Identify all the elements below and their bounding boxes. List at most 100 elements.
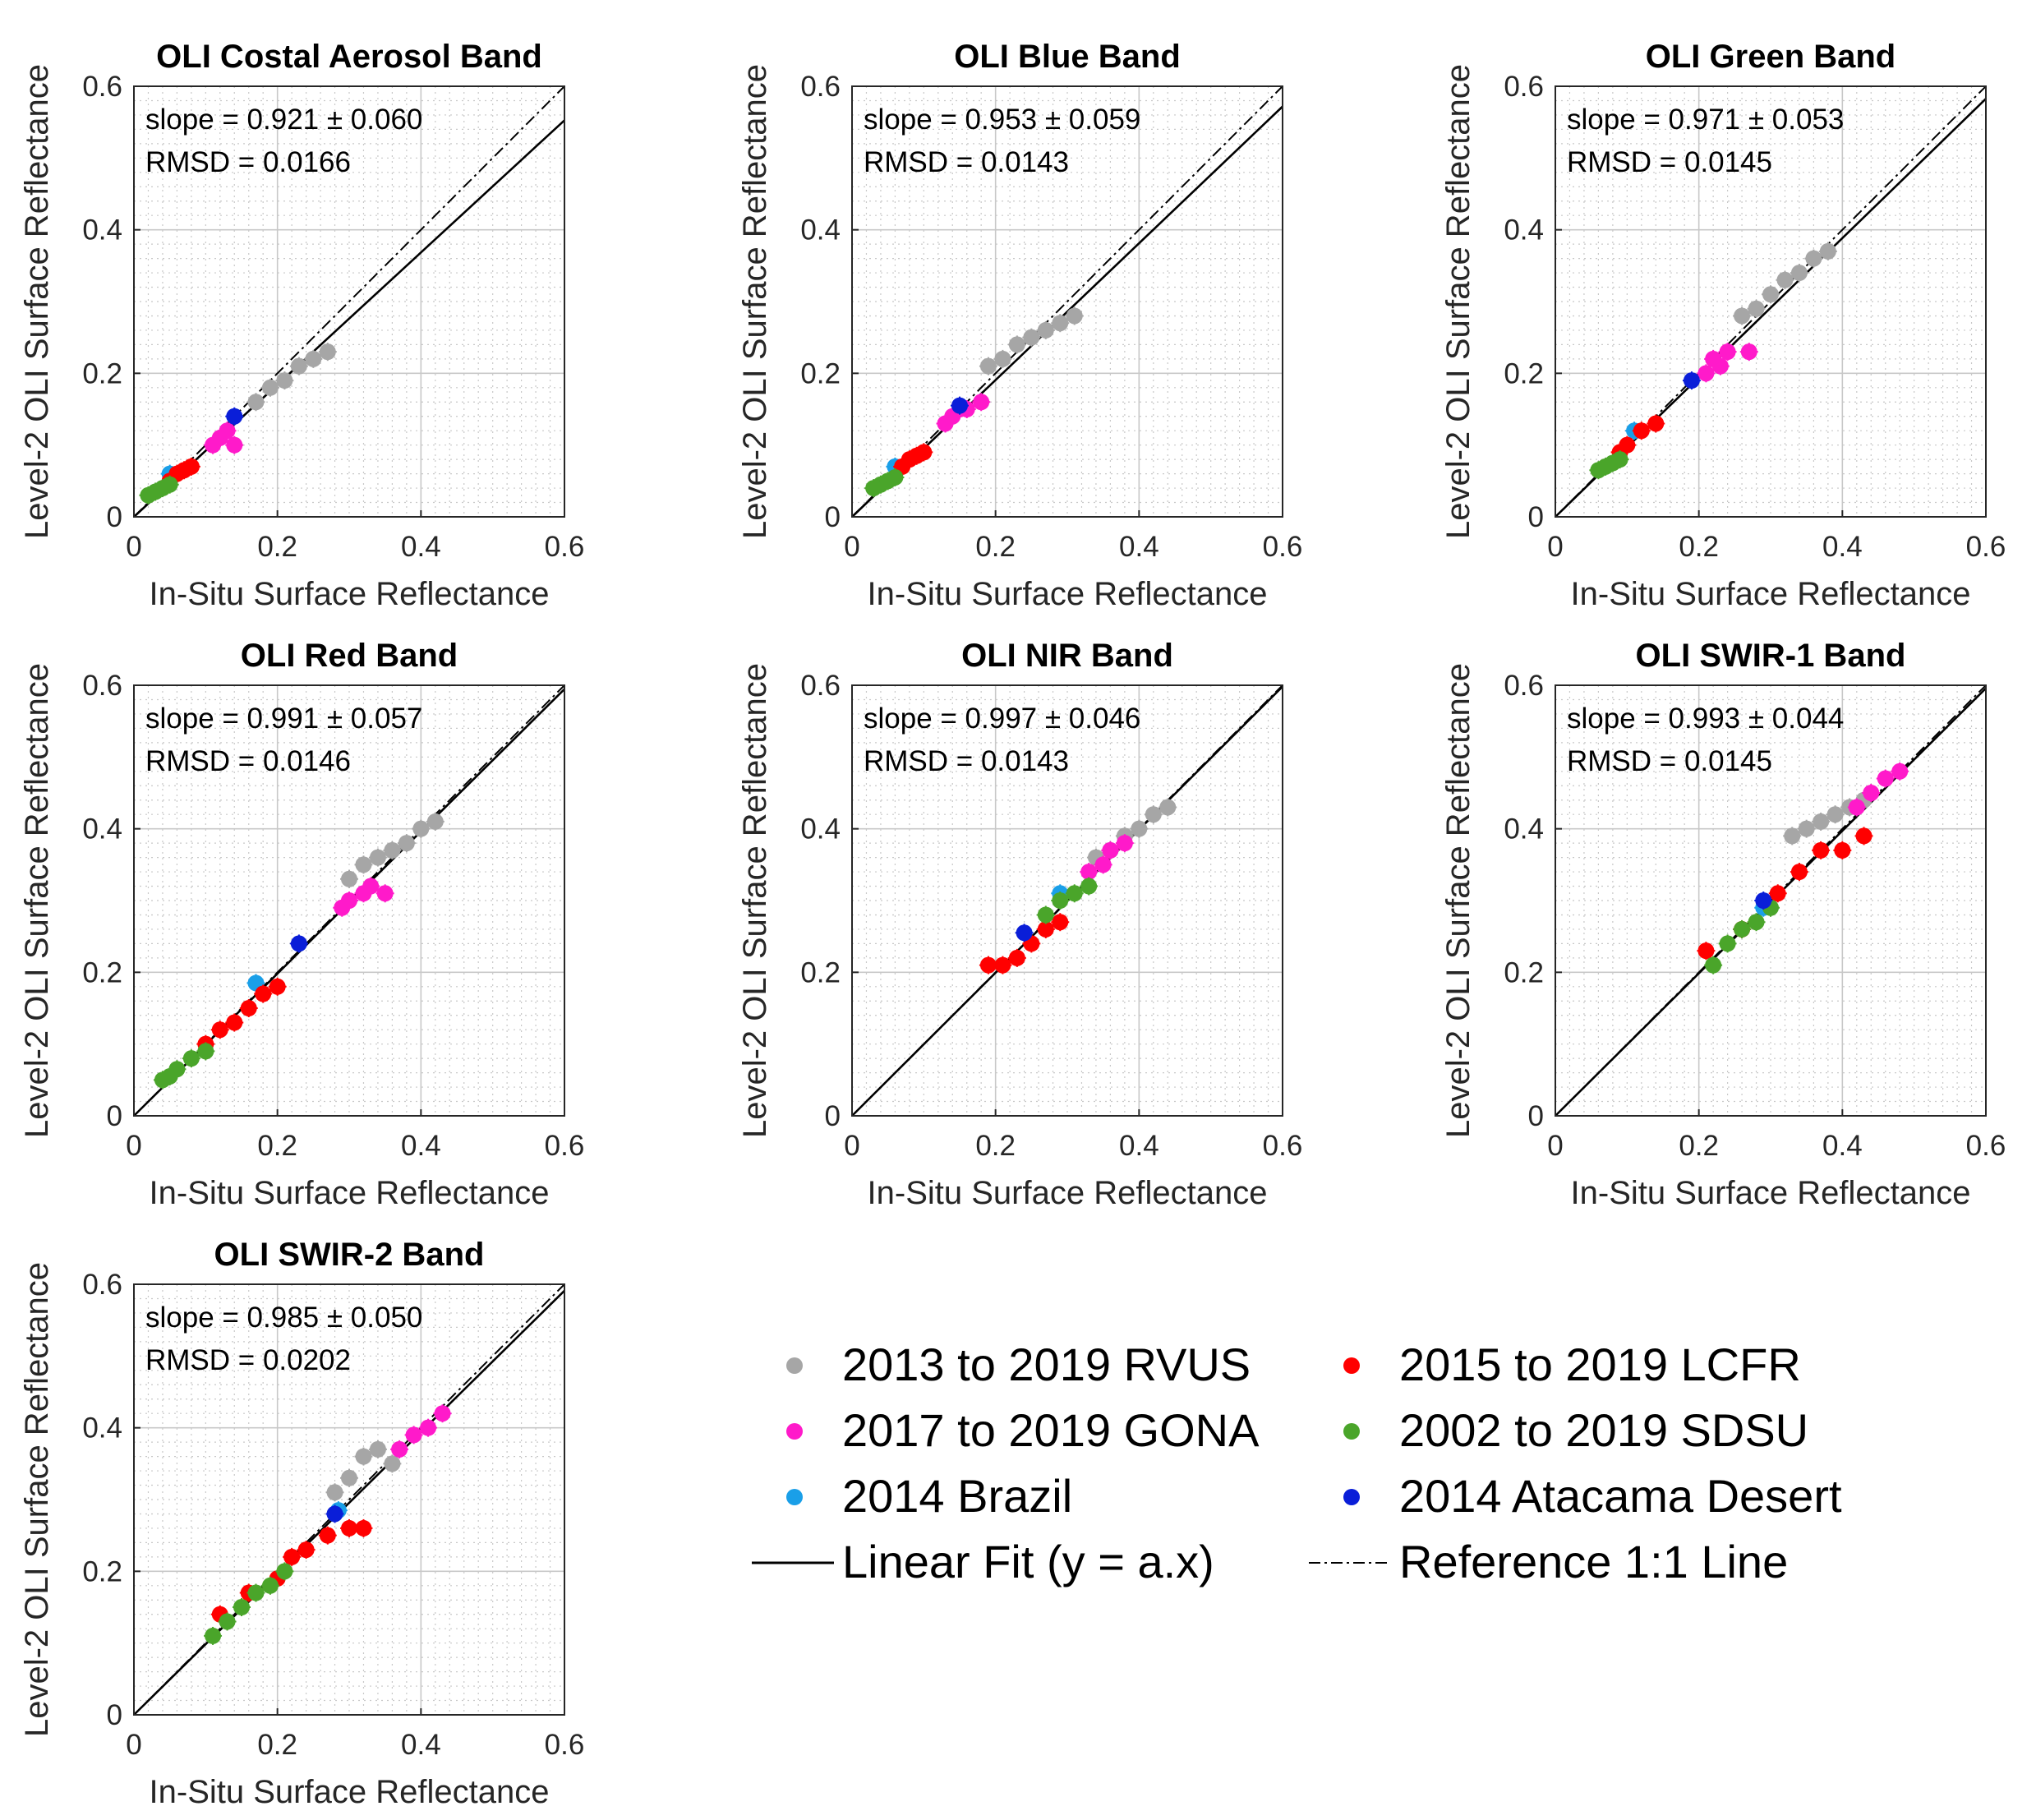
data-point [341,870,357,887]
data-point [226,408,243,425]
x-tick-label: 0.4 [401,1729,441,1761]
data-point [1052,892,1069,909]
data-point [182,1050,200,1067]
legend-label: 2014 Atacama Desert [1399,1470,1842,1522]
x-tick-label: 0 [126,1130,141,1162]
y-tick-label: 0 [1528,1100,1544,1132]
panel-title: OLI Costal Aerosol Band [156,39,542,75]
data-point [1080,864,1098,881]
panel-title: OLI Green Band [1646,39,1896,75]
slope-annotation: slope = 0.985 ± 0.050 [145,1302,422,1334]
y-tick-label: 0 [107,1699,122,1731]
x-tick-label: 0.4 [1822,531,1863,563]
data-point [1863,785,1880,801]
slope-annotation: slope = 0.953 ± 0.059 [864,104,1140,136]
legend-marker [1343,1357,1360,1374]
linear-fit-line [133,119,565,518]
data-point [1008,336,1025,353]
slope-annotation: slope = 0.991 ± 0.057 [145,703,422,735]
y-axis-label: Level-2 OLI Surface Reflectance [19,1262,55,1737]
data-point [1633,422,1650,440]
data-point [384,1455,401,1472]
y-tick-label: 0.2 [1504,956,1544,988]
y-tick-label: 0.4 [1504,813,1544,845]
x-tick-label: 0 [1547,1130,1563,1162]
axes-box [133,684,565,1117]
data-point [391,1440,408,1458]
rmsd-annotation: RMSD = 0.0145 [1567,745,1772,777]
data-point [1066,307,1083,325]
data-point [205,1627,222,1644]
x-axis-label: In-Situ Surface Reflectance [868,576,1268,612]
data-point [226,1014,243,1031]
data-point [319,343,336,361]
data-point [1037,906,1054,924]
data-point [1037,920,1054,938]
x-tick-label: 0.2 [257,1729,297,1761]
legend-label: 2017 to 2019 GONA [842,1404,1260,1456]
rmsd-annotation: RMSD = 0.0143 [864,745,1069,777]
data-point [341,1469,357,1486]
data-point [305,350,322,367]
data-point [1705,956,1722,974]
y-tick-label: 0.2 [800,956,841,988]
data-point [398,835,415,852]
data-point [276,1563,293,1580]
rmsd-annotation: RMSD = 0.0145 [1567,146,1772,178]
data-point [1762,286,1779,303]
panel-6: 0 0.2 0.4 0.6 0 0.2 0.4 0.6 OLI SWIR-1 Band In-Si… [1440,638,2006,1211]
axes-box [851,85,1283,518]
x-tick-label: 0.2 [1679,1130,1719,1162]
data-point [197,1043,214,1060]
x-tick-label: 0 [1547,531,1563,563]
linear-fit-line [133,1289,565,1716]
data-point [1080,878,1098,895]
panel-1: 0 0.2 0.4 0.6 0 0.2 0.4 0.6 OLI Costal Aerosol B… [19,39,584,612]
data-point [1748,300,1765,317]
data-point [255,985,272,1002]
panel-3: 0 0.2 0.4 0.6 0 0.2 0.4 0.6 OLI Green Band In-Sit… [1440,39,2006,612]
data-point [1066,885,1083,902]
y-tick-label: 0.2 [82,956,122,988]
data-point [326,1484,343,1501]
data-point [1891,763,1909,780]
x-tick-label: 0.6 [545,531,585,563]
panel-5: 0 0.2 0.4 0.6 0 0.2 0.4 0.6 OLI NIR Band In-Situ … [737,638,1302,1211]
data-point [1790,864,1808,881]
data-point [1697,942,1715,960]
y-tick-label: 0 [1528,501,1544,533]
data-point [979,956,997,974]
data-point [290,935,307,952]
data-point [979,357,997,375]
data-point [1805,250,1822,267]
y-tick-label: 0.6 [82,71,122,103]
data-point [1052,914,1069,931]
data-point [1748,914,1765,931]
data-point [341,1519,357,1537]
slope-annotation: slope = 0.993 ± 0.044 [1567,703,1844,735]
data-point [269,978,286,995]
data-point [369,1440,386,1458]
x-axis-label: In-Situ Surface Reflectance [150,1774,550,1810]
y-tick-label: 0.4 [82,1412,122,1444]
data-point [434,1405,451,1422]
data-point [1826,806,1844,823]
x-tick-label: 0.4 [1822,1130,1863,1162]
data-point [1711,357,1729,375]
x-tick-label: 0.6 [545,1130,585,1162]
data-point [283,1548,301,1565]
data-point [1734,307,1751,325]
x-tick-label: 0.4 [1119,1130,1159,1162]
data-point [1790,265,1808,282]
data-point [994,956,1011,974]
y-tick-label: 0.2 [1504,357,1544,389]
data-point [240,1000,257,1016]
slope-annotation: slope = 0.971 ± 0.053 [1567,104,1844,136]
legend-label: Linear Fit (y = a.x) [842,1536,1214,1587]
data-point [341,892,357,909]
data-point [1611,451,1628,468]
reference-1to1-line [851,85,1283,518]
x-tick-label: 0.2 [975,531,1016,563]
y-axis-label: Level-2 OLI Surface Reflectance [1440,64,1476,539]
data-point [1740,343,1757,361]
